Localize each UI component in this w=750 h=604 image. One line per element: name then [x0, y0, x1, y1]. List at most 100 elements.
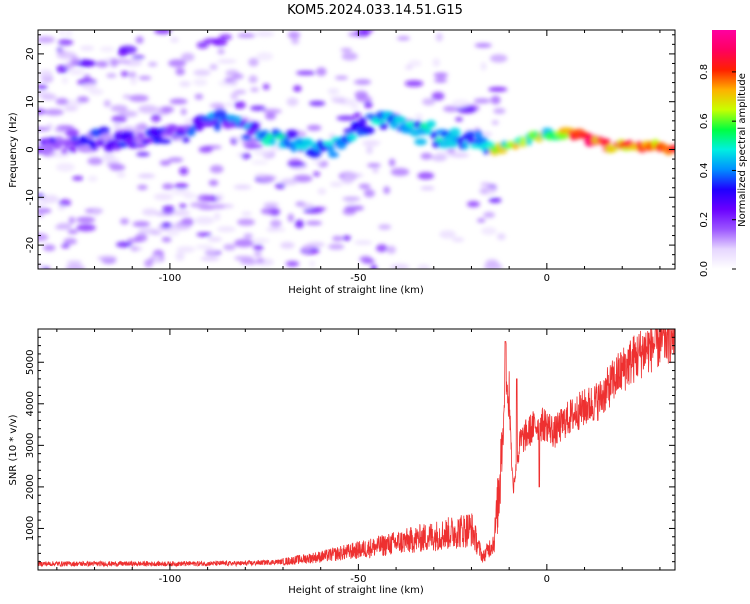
- spectrogram-cell: [180, 52, 195, 62]
- spectrogram-cell: [265, 112, 276, 120]
- spectrogram-cell: [169, 98, 188, 105]
- spectrogram-cell: [116, 141, 128, 148]
- spectrogram-cell: [159, 160, 171, 166]
- spectrogram-cell: [422, 98, 436, 106]
- spectrogram-cell: [230, 92, 239, 101]
- spectrogram-cell: [329, 181, 343, 187]
- spectrogram-cell: [280, 178, 299, 186]
- spectrogram-cell: [111, 59, 131, 64]
- spectrogram-cell: [417, 264, 431, 269]
- spectrogram-cell: [189, 202, 210, 208]
- spectrogram-cell: [256, 258, 265, 263]
- spectrogram-cell: [404, 80, 424, 87]
- spectrogram-cell: [167, 157, 184, 163]
- x-tick-label: 0: [544, 273, 550, 284]
- spectrogram-cell: [66, 260, 82, 266]
- spectrogram-cell: [449, 127, 461, 138]
- spectrogram-cell: [344, 205, 364, 212]
- spectrogram-cell: [38, 201, 48, 206]
- spectrogram-cell: [68, 216, 76, 224]
- spectrogram-cell: [63, 106, 78, 112]
- spectrogram-cell: [135, 36, 144, 44]
- spectrogram-cell: [98, 126, 110, 136]
- spectrogram-cell: [118, 45, 137, 54]
- spectrogram-cell: [234, 255, 254, 261]
- snr-axes: -100 -50 0 1000 2000 3000 4000 5000: [25, 328, 675, 585]
- spectrogram-cell: [161, 236, 172, 243]
- spectrogram-cell: [87, 157, 103, 166]
- spectrogram-cell: [308, 148, 322, 158]
- y-tick-label: 3000: [25, 433, 36, 458]
- spectrogram-cell: [425, 128, 432, 135]
- spectrogram-cell: [136, 151, 150, 157]
- spectrogram-cell: [362, 140, 380, 147]
- spectrogram-cell: [244, 143, 264, 150]
- colorbar-tick-label: 0.8: [699, 64, 710, 80]
- spectrogram-cell: [89, 88, 104, 95]
- spectrogram-cell: [41, 146, 51, 156]
- spectrogram-cell: [483, 211, 495, 218]
- spectrogram-cell: [259, 175, 277, 181]
- colorbar-tick-label: 0.0: [699, 261, 710, 277]
- spectrogram-cell: [667, 144, 675, 153]
- spectrogram-cell: [306, 124, 322, 131]
- spectrogram-cell: [474, 43, 492, 48]
- y-tick-label: -10: [25, 189, 36, 205]
- spectrogram-cell: [455, 117, 463, 122]
- spectrogram-cell: [128, 94, 149, 102]
- spectrogram-cell: [393, 116, 406, 123]
- spectrogram-cell: [431, 154, 447, 162]
- spectrogram-cell: [327, 145, 335, 153]
- spectrogram-cell: [204, 249, 218, 254]
- spectrogram-cell: [100, 133, 113, 142]
- spectrogram-cell: [67, 229, 79, 234]
- spectrogram-cell: [370, 264, 378, 269]
- spectrogram-cell: [312, 158, 323, 164]
- spectrogram-cell: [57, 49, 67, 55]
- spectrogram-cell: [295, 70, 316, 76]
- spectrogram-cell: [152, 255, 161, 262]
- spectrogram-cell: [193, 78, 208, 86]
- spectrogram-cell: [65, 61, 75, 70]
- snr-x-axis-label: Height of straight line (km): [288, 585, 424, 596]
- spectrogram-cell: [213, 212, 221, 221]
- spectrogram-cell: [388, 158, 396, 167]
- y-tick-label: 4000: [25, 391, 36, 416]
- spectrogram-cell: [196, 232, 212, 237]
- spectrogram-cell: [208, 179, 219, 186]
- spectrogram-cell: [138, 76, 152, 80]
- spectrogram-cell: [476, 218, 486, 223]
- spectrogram-cell: [162, 183, 174, 190]
- spectrogram-cell: [379, 122, 389, 130]
- spectrogram-cell: [241, 211, 252, 216]
- y-tick-label: 0: [25, 146, 36, 152]
- spectrogram-cell: [65, 30, 73, 37]
- spectrogram-cell: [480, 61, 487, 71]
- spectrogram-cell: [42, 194, 59, 204]
- spectrogram-cell: [65, 264, 86, 269]
- spectrogram-cell: [359, 255, 373, 263]
- spectrogram-cell: [61, 148, 68, 154]
- spectrogram-cell: [253, 244, 264, 251]
- spectrogram-cell: [120, 218, 129, 225]
- colorbar-gradient: [712, 30, 736, 269]
- snr-panel: -100 -50 0 1000 2000 3000 4000 5000 Height of s…: [8, 328, 676, 596]
- colorbar-ticks: 0.0 0.2 0.4 0.6 0.8: [699, 64, 736, 277]
- spectrogram-cell: [478, 186, 497, 196]
- spectrogram-cell: [55, 98, 69, 105]
- spectrogram-cell: [56, 125, 74, 130]
- spectrogram-cell: [130, 76, 137, 86]
- spectrogram-cell: [76, 59, 94, 68]
- spectrogram-cell: [328, 151, 339, 158]
- spectrogram-cell: [194, 93, 204, 100]
- spectrogram-cell: [358, 30, 374, 33]
- spectrogram-cell: [175, 251, 185, 261]
- spectrogram-cell: [456, 105, 477, 114]
- spectrogram-cell: [473, 98, 491, 104]
- figure-title: KOM5.2024.033.14.51.G15: [287, 3, 463, 18]
- spectrogram-cell: [237, 218, 255, 226]
- spectrogram-cell: [313, 171, 321, 177]
- spectrogram-cell: [200, 256, 220, 261]
- spectrogram-cell: [175, 67, 185, 76]
- spectrogram-cell: [378, 224, 392, 230]
